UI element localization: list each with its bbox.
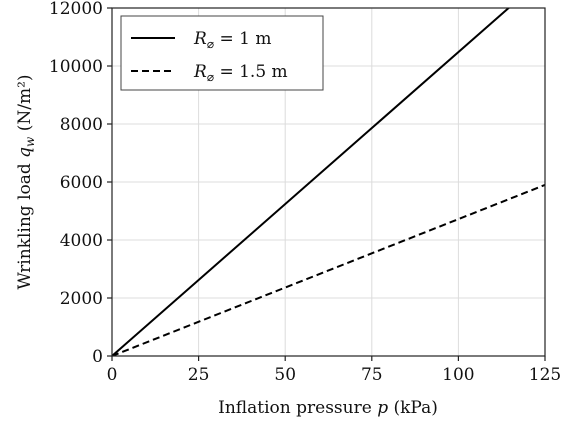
legend-label-series-0: R⌀ = 1 m <box>193 29 271 51</box>
legend-box <box>120 15 324 91</box>
series-line-0 <box>112 8 511 356</box>
y-tick-label: 4000 <box>60 231 103 251</box>
y-tick-label: 2000 <box>60 289 103 309</box>
x-axis-label: Inflation pressure p (kPa) <box>218 398 438 418</box>
y-tick-label: 12000 <box>49 0 103 19</box>
y-tick-label: 0 <box>92 347 103 367</box>
x-tick-label: 50 <box>274 365 296 385</box>
y-tick-label: 6000 <box>60 173 103 193</box>
x-tick-label: 100 <box>442 365 474 385</box>
y-tick-label: 8000 <box>60 115 103 135</box>
y-axis-label: Wrinkling load qw (N/m²) <box>15 74 37 289</box>
legend: R⌀ = 1 m R⌀ = 1.5 m <box>120 15 324 91</box>
x-tick-label: 75 <box>361 365 383 385</box>
x-tick-label: 25 <box>188 365 210 385</box>
x-tick-label: 0 <box>107 365 118 385</box>
x-tick-label: 125 <box>529 365 561 385</box>
series-layer <box>112 8 545 356</box>
y-tick-label: 10000 <box>49 57 103 77</box>
series-line-1 <box>112 183 545 356</box>
tick-layer: 0 25 50 75 100 125 0 2000 4000 6000 8000 10000 12000 <box>49 0 561 385</box>
legend-label-series-1: R⌀ = 1.5 m <box>193 62 288 84</box>
